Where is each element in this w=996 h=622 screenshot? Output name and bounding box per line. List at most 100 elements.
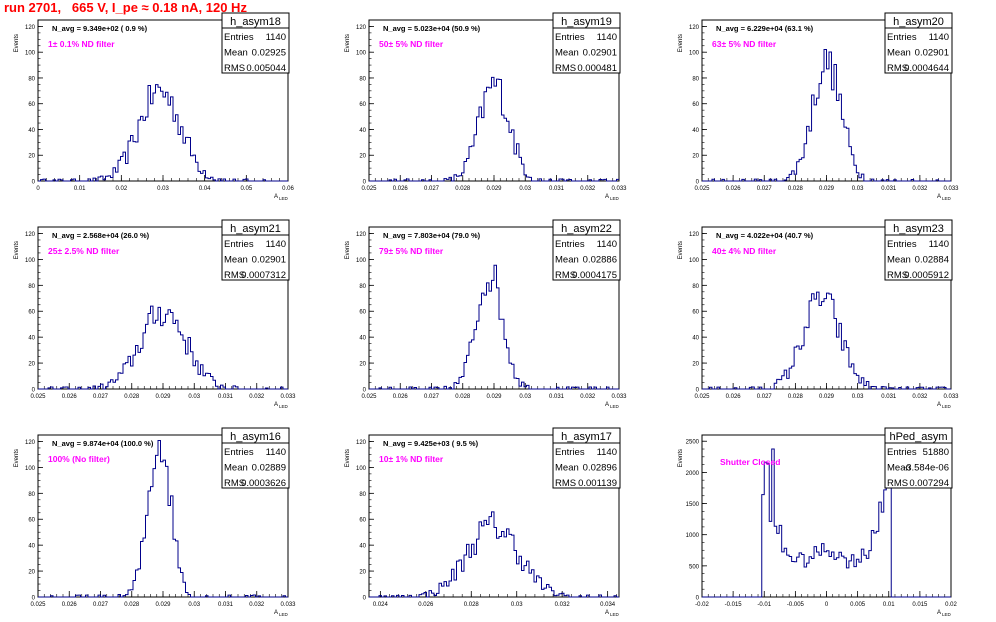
stats-box: [552, 427, 621, 489]
y-tick-label: 40: [692, 336, 699, 342]
stats-box: [884, 427, 953, 489]
y-tick-label: 60: [28, 310, 35, 316]
x-axis-subscript: LED: [610, 196, 620, 201]
y-tick-label: 40: [28, 128, 35, 134]
stats-title: h_asym19: [561, 16, 612, 28]
stats-value: 0.02901: [252, 255, 286, 266]
y-tick-label: 20: [359, 570, 366, 576]
navg-label: N_avg = 9.425e+03 ( 9.5 %): [383, 439, 479, 448]
x-axis-subscript: LED: [942, 196, 952, 201]
x-tick-label: 0.028: [455, 394, 471, 400]
x-tick-label: 0.028: [788, 186, 804, 192]
y-tick-label: 60: [28, 518, 35, 524]
histogram-panel-h_asym20: 0 20 40 60 80 100 120 0.025 0.026 0.027 0.028 0.029…: [678, 12, 959, 201]
x-axis-title: A: [937, 402, 941, 408]
stats-value: 0.0003626: [241, 478, 286, 489]
y-tick-label: 80: [359, 284, 366, 290]
x-tick-label: 0.027: [424, 394, 440, 400]
stats-label: RMS: [887, 270, 908, 281]
stats-title: h_asym17: [561, 431, 612, 443]
stats-value: 0.02889: [252, 463, 286, 474]
stats-label: Mean: [555, 48, 579, 59]
x-tick-label: 0: [36, 186, 40, 192]
filter-annotation: 40± 4% ND filter: [712, 246, 777, 256]
stats-label: Entries: [887, 447, 917, 458]
stats-title: h_asym20: [893, 16, 944, 28]
stats-label: RMS: [887, 478, 908, 489]
stats-value: 0.02884: [915, 255, 949, 266]
x-tick-label: 0.033: [611, 186, 627, 192]
y-axis-title: Events: [345, 241, 351, 259]
y-tick-label: 40: [28, 544, 35, 550]
stats-value: 51880: [923, 447, 949, 458]
x-tick-label: 0.033: [943, 186, 959, 192]
y-tick-label: 0: [696, 596, 700, 602]
y-tick-label: 0: [32, 596, 36, 602]
y-tick-label: 60: [28, 102, 35, 108]
y-tick-label: 40: [359, 336, 366, 342]
navg-label: N_avg = 4.022e+04 (40.7 %): [716, 231, 814, 240]
navg-label: N_avg = 9.349e+02 ( 0.9 %): [52, 24, 148, 33]
x-axis-title: A: [605, 194, 609, 200]
stats-title: h_asym22: [561, 223, 612, 235]
x-tick-label: 0.034: [600, 602, 616, 608]
x-tick-label: 0: [825, 602, 829, 608]
stats-title: hPed_asym: [889, 431, 947, 443]
histogram-panel-h_asym16: 0 20 40 60 80 100 120 0.025 0.026 0.027 0.028 0.029…: [14, 427, 296, 617]
histogram-panel-h_asym17: 0 20 40 60 80 100 120 0.024 0.026 0.028 0.03 0.032 0…: [345, 427, 621, 617]
x-tick-label: 0.05: [240, 186, 252, 192]
histogram-line: [702, 49, 951, 182]
stats-label: Mean: [224, 48, 248, 59]
stats-box: [884, 12, 953, 74]
stats-value: 0.000481: [577, 63, 617, 74]
y-tick-label: 100: [25, 258, 36, 264]
stats-label: Entries: [224, 32, 254, 43]
x-tick-label: 0.031: [881, 186, 897, 192]
stats-label: RMS: [555, 270, 576, 281]
stats-value: 1140: [929, 32, 949, 43]
y-axis-title: Events: [14, 449, 20, 467]
stats-label: RMS: [555, 478, 576, 489]
stats-value: 0.0007312: [241, 270, 286, 281]
x-tick-label: 0.03: [852, 394, 864, 400]
navg-label: N_avg = 2.568e+04 (26.0 %): [52, 231, 150, 240]
stats-label: Mean: [224, 463, 248, 474]
stats-box: [552, 219, 621, 281]
stats-box: [221, 219, 290, 281]
stats-label: RMS: [555, 63, 576, 74]
x-tick-label: 0.032: [249, 602, 265, 608]
x-tick-label: 0.026: [726, 394, 742, 400]
stats-label: Mean: [887, 255, 911, 266]
y-tick-label: 1500: [686, 502, 700, 508]
stats-value: 0.02901: [583, 48, 617, 59]
stats-value: 0.001139: [578, 478, 617, 489]
y-tick-label: 100: [356, 258, 367, 264]
x-tick-label: 0.024: [373, 602, 389, 608]
x-tick-label: 0.029: [486, 394, 502, 400]
y-tick-label: 100: [25, 51, 36, 57]
y-tick-label: 1000: [686, 533, 700, 539]
stats-label: Entries: [887, 239, 917, 250]
stats-value: 1140: [597, 447, 617, 458]
stats-value: 1140: [597, 32, 617, 43]
x-tick-label: 0.025: [694, 186, 710, 192]
y-tick-label: 60: [692, 310, 699, 316]
y-tick-label: 40: [28, 336, 35, 342]
histogram-panel-h_asym18: 0 20 40 60 80 100 120 0 0.01 0.02 0.03 0.04 0.05 0.06…: [14, 12, 294, 201]
x-tick-label: 0.03: [511, 602, 523, 608]
x-axis-title: A: [274, 194, 278, 200]
x-tick-label: 0.03: [519, 186, 531, 192]
y-tick-label: 60: [359, 518, 366, 524]
y-tick-label: 120: [356, 440, 367, 446]
y-tick-label: 0: [696, 388, 700, 394]
x-axis-subscript: LED: [942, 404, 952, 409]
x-axis-title: A: [937, 610, 941, 616]
y-axis-title: Events: [678, 34, 684, 52]
filter-annotation: 79± 5% ND filter: [379, 246, 444, 256]
x-tick-label: 0.025: [361, 394, 377, 400]
y-tick-label: 0: [32, 180, 36, 186]
x-tick-label: 0.032: [249, 394, 265, 400]
stats-value: 0.02896: [583, 463, 617, 474]
y-tick-label: 120: [356, 25, 367, 31]
x-tick-label: 0.01: [74, 186, 86, 192]
